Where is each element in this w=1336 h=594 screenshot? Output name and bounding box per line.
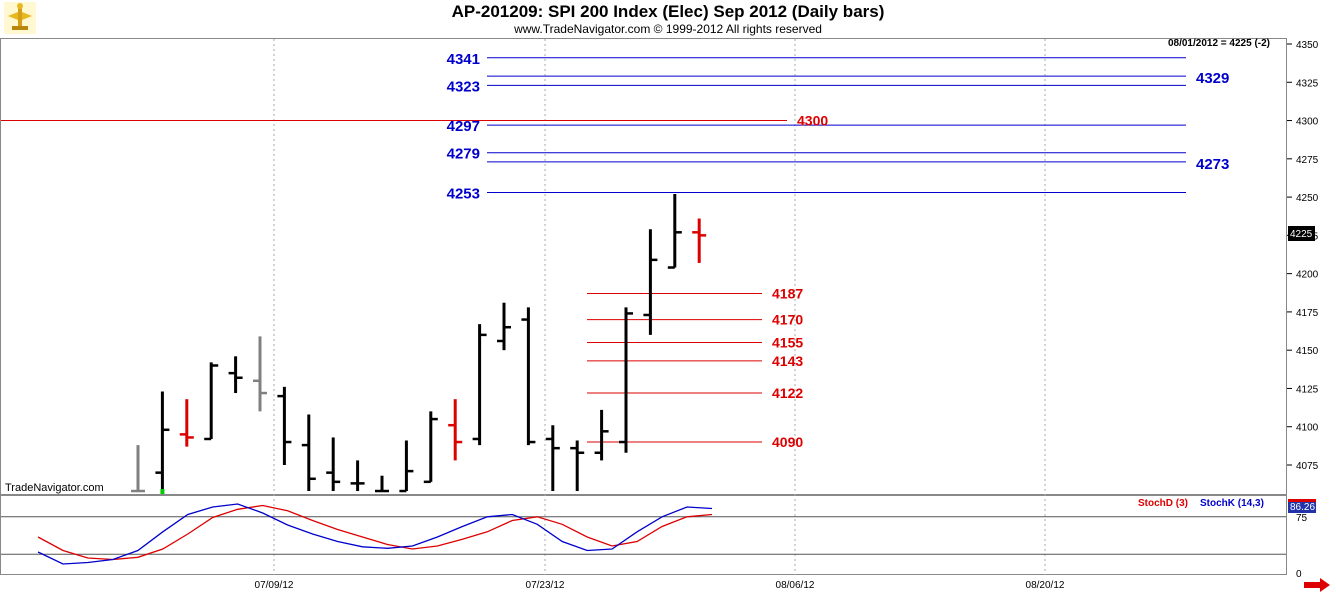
price-levels: 4341 4329 4323 4297 4279 4273 4253 4300 4187 4170…: [1, 51, 1229, 450]
y-tick-label: 4100: [1296, 423, 1319, 434]
stoch-y-tick-label: 75: [1296, 513, 1308, 524]
blue-level-label: 4297: [447, 118, 480, 135]
y-tick-label: 4125: [1296, 384, 1319, 395]
ohlc-bar: [155, 391, 170, 492]
y-tick-label: 4350: [1296, 40, 1319, 51]
y-tick-label: 4325: [1296, 78, 1319, 89]
x-axis-strip: [0, 575, 1286, 594]
red-level-label: 4090: [772, 434, 803, 450]
date-x-axis: 07/09/12 07/23/12 08/06/12 08/20/12: [255, 580, 1065, 591]
chart-title: AP-201209: SPI 200 Index (Elec) Sep 2012…: [451, 2, 885, 21]
ohlc-bar: [375, 475, 389, 493]
red-level-label: 4170: [772, 312, 803, 328]
stochd-line: [37, 504, 713, 561]
blue-level-label: 4341: [447, 51, 480, 68]
ohlc-bar: [667, 194, 682, 269]
stochk-line: [37, 503, 713, 565]
ohlc-bar: [350, 460, 365, 492]
current-price-label: 4225: [1290, 229, 1313, 240]
y-tick-label: 4150: [1296, 346, 1319, 357]
red-level-label: 4300: [797, 113, 828, 129]
blue-level-label: 4279: [447, 146, 480, 163]
x-tick-label: 08/20/12: [1026, 580, 1065, 591]
blue-level-label: 4323: [447, 78, 480, 95]
ohlc-bar: [228, 356, 243, 394]
copyright-text: www.TradeNavigator.com © 1999-2012 All r…: [514, 22, 822, 36]
price-panel-frame: [0, 38, 1287, 495]
vertical-grid: [273, 39, 1046, 575]
red-level-label: 4143: [772, 353, 803, 369]
stochastic-panel: 0 75 StochD (3) StochK (14,3) 86.26: [1, 498, 1316, 580]
ohlc-bar: [131, 445, 145, 493]
red-level-label: 4122: [772, 385, 803, 401]
ohlc-bar: [179, 399, 194, 447]
chart-header: AP-201209: SPI 200 Index (Elec) Sep 2012…: [0, 0, 1336, 38]
scroll-right-arrow-icon[interactable]: [1300, 578, 1330, 592]
stochd-legend: StochD (3): [1138, 498, 1188, 509]
ohlc-bar: [521, 307, 536, 446]
ohlc-bar: [619, 307, 633, 453]
blue-level-label: 4329: [1196, 70, 1229, 87]
stoch-value-marker-top: [1288, 499, 1316, 502]
stoch-y-tick-label: 0: [1296, 569, 1302, 580]
volume-marker: [160, 489, 165, 494]
ohlc-bar: [472, 324, 487, 446]
ohlc-bar: [692, 218, 707, 263]
y-tick-label: 4075: [1296, 461, 1319, 472]
ohlc-bar: [204, 362, 219, 441]
y-tick-label: 4250: [1296, 193, 1319, 204]
trade-navigator-logo-icon: [4, 2, 36, 34]
y-tick-label: 4275: [1296, 155, 1319, 166]
last-value-readout: 08/01/2012 = 4225 (-2): [1168, 38, 1270, 49]
ohlc-bar: [497, 302, 511, 351]
ohlc-bar: [399, 440, 414, 493]
ohlc-bar: [301, 414, 316, 492]
ohlc-bar: [545, 425, 560, 492]
stoch-current-value: 86.26: [1290, 502, 1315, 513]
y-tick-label: 4175: [1296, 308, 1319, 319]
current-price-marker: [1288, 226, 1315, 241]
ohlc-bar: [643, 229, 658, 335]
red-level-label: 4155: [772, 335, 803, 351]
x-tick-label: 07/09/12: [255, 580, 294, 591]
ohlc-bar: [423, 411, 438, 484]
ohlc-bar: [326, 437, 341, 492]
stoch-value-marker: [1288, 499, 1316, 513]
stoch-panel-frame: [0, 495, 1287, 575]
y-tick-label: 4300: [1296, 117, 1319, 128]
ohlc-bars: [131, 194, 707, 494]
x-tick-label: 08/06/12: [776, 580, 815, 591]
blue-level-label: 4253: [447, 185, 480, 202]
blue-level-label: 4273: [1196, 156, 1229, 173]
watermark-text: TradeNavigator.com: [5, 482, 104, 494]
ohlc-bar: [253, 336, 267, 412]
y-tick-label: 4200: [1296, 270, 1319, 281]
ohlc-bar: [594, 409, 609, 461]
x-tick-label: 07/23/12: [526, 580, 565, 591]
ohlc-bar: [570, 440, 585, 492]
stochk-legend: StochK (14,3): [1200, 498, 1264, 509]
red-level-label: 4187: [772, 286, 803, 302]
ohlc-bar: [277, 386, 292, 465]
ohlc-bar: [448, 399, 463, 461]
